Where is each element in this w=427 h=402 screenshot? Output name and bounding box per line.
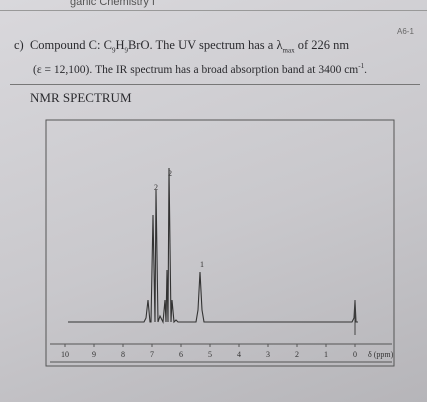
- axis-label: δ (ppm): [368, 350, 394, 359]
- axis-tick-label: 9: [92, 350, 96, 359]
- peak-label: 1: [200, 260, 204, 269]
- axis-tick-label: 4: [237, 350, 241, 359]
- axis-tick-label: 2: [295, 350, 299, 359]
- page-code: A6-1: [397, 27, 414, 36]
- formula-c: C: [103, 38, 112, 52]
- axis-tick-label: 3: [266, 350, 270, 359]
- compound-lead: Compound C:: [29, 38, 101, 52]
- axis-tick-label: 8: [121, 350, 125, 359]
- formula-h: H: [115, 38, 125, 52]
- peak-label: 2: [168, 169, 172, 178]
- course-header: ganic Chemistry I: [70, 0, 155, 8]
- ir-sup: -1: [358, 62, 365, 70]
- axis-tick-label: 1: [324, 350, 328, 359]
- problem-line-1: c) Compound C: C9H9BrO. The UV spectrum …: [14, 38, 349, 55]
- uv-end: of 226 nm: [297, 38, 350, 52]
- axis-tick-label: 5: [208, 350, 212, 359]
- line-end: .: [364, 63, 367, 76]
- formula-c-count: 9: [111, 46, 116, 55]
- axis-tick-label: 7: [150, 350, 154, 359]
- peak-label: 2: [154, 183, 158, 192]
- section-rule: [10, 84, 420, 85]
- spectrum-frame: [45, 119, 395, 367]
- header-rule: [0, 10, 427, 11]
- spectrum-trace: [68, 167, 358, 324]
- axis-tick-label: 0: [353, 350, 357, 359]
- problem-label: c): [14, 38, 24, 52]
- formula-rest: BrO.: [127, 38, 153, 52]
- lambda-sub: max: [282, 46, 295, 55]
- uv-text: The UV spectrum has a λ: [155, 38, 283, 52]
- formula-h-count: 9: [124, 46, 128, 55]
- axis-tick-label: 10: [61, 350, 69, 359]
- ir-text: (ε = 12,100). The IR spectrum has a broa…: [33, 63, 359, 76]
- axis-tick-label: 6: [179, 350, 183, 359]
- problem-line-2: (ε = 12,100). The IR spectrum has a broa…: [33, 62, 367, 76]
- section-title: NMR SPECTRUM: [30, 90, 132, 105]
